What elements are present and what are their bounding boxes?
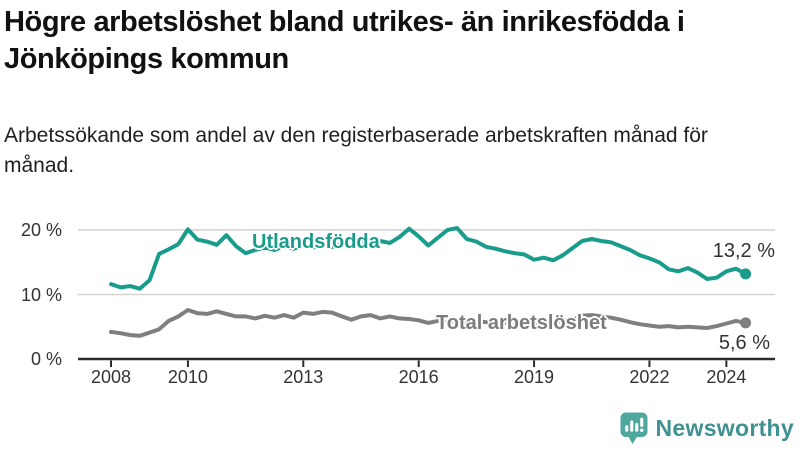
series-end-dot	[740, 268, 752, 280]
x-axis-label: 2010	[167, 367, 208, 387]
end-value-total-arbetsloshet: 5,6 %	[718, 332, 770, 354]
x-axis-label: 2016	[398, 367, 439, 387]
x-axis-label: 2008	[90, 367, 132, 387]
series-label-utlandsfodda: Utlandsfödda	[252, 231, 380, 253]
y-axis-label: 10 %	[20, 284, 62, 305]
newsworthy-logo: Newsworthy	[619, 411, 794, 445]
bar-chart-speech-bubble-icon	[620, 412, 648, 444]
y-axis-label: 0 %	[30, 349, 62, 369]
subtitle: Arbetssökande som andel av den registerb…	[4, 124, 708, 177]
y-axis-label: 20 %	[20, 220, 62, 240]
x-axis-label: 2024	[706, 367, 747, 387]
x-axis-label: 2022	[629, 367, 670, 387]
series-line	[109, 308, 748, 338]
x-axis-label: 2013	[283, 367, 324, 387]
series-line	[109, 226, 748, 291]
x-axis-label: 2019	[514, 367, 555, 387]
series-label-total-arbetsloshet: Total arbetslöshet	[436, 312, 607, 334]
headline: Högre arbetslöshet bland utrikes- än inr…	[4, 6, 685, 75]
end-value-utlandsfodda: 13,2 %	[712, 240, 775, 262]
series-end-dot	[740, 317, 752, 329]
newsworthy-wordmark: Newsworthy	[655, 414, 794, 441]
